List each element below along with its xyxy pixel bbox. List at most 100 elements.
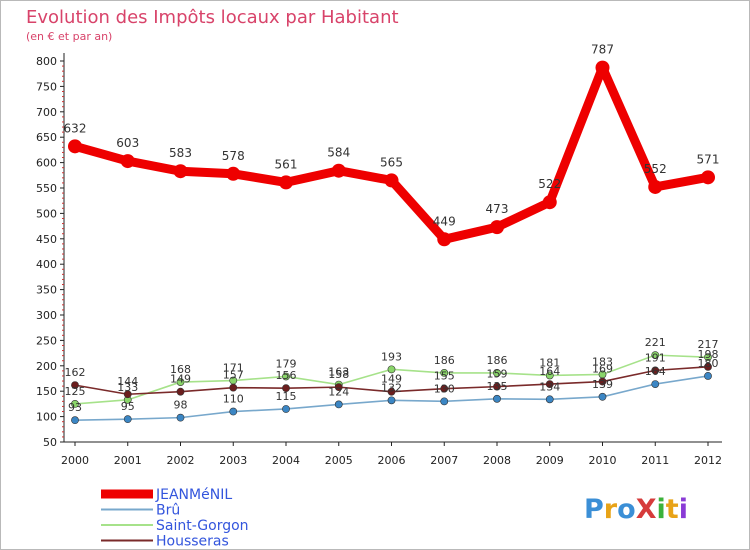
y-tick-label: 350 bbox=[36, 284, 57, 297]
data-label: 169 bbox=[592, 363, 613, 376]
data-label: 139 bbox=[592, 378, 613, 391]
data-label: 632 bbox=[64, 121, 87, 135]
data-point bbox=[545, 395, 554, 404]
y-tick-label: 300 bbox=[36, 309, 57, 322]
data-point bbox=[440, 397, 449, 406]
data-point bbox=[176, 387, 185, 396]
logo-letter: P bbox=[584, 494, 604, 525]
data-point bbox=[493, 394, 501, 403]
data-point bbox=[282, 384, 290, 393]
x-tick-label: 2007 bbox=[430, 454, 458, 467]
x-tick-label: 2000 bbox=[61, 454, 89, 467]
data-point bbox=[334, 400, 343, 409]
data-label: 133 bbox=[117, 381, 138, 394]
data-label: 180 bbox=[698, 357, 719, 370]
y-tick-label: 450 bbox=[36, 233, 57, 246]
data-label: 217 bbox=[698, 338, 719, 351]
data-label: 155 bbox=[434, 370, 455, 383]
data-label: 163 bbox=[328, 366, 349, 379]
data-label: 159 bbox=[487, 368, 508, 381]
data-label: 584 bbox=[327, 146, 350, 160]
logo-letter: o bbox=[617, 494, 636, 525]
data-point bbox=[68, 139, 82, 154]
x-tick-label: 2009 bbox=[536, 454, 564, 467]
data-label: 183 bbox=[592, 355, 613, 368]
data-point bbox=[493, 369, 501, 377]
axes-layer: 50 100 150 200 250 300 350 400 450 500 550 600 650 70… bbox=[36, 53, 722, 467]
data-label: 186 bbox=[434, 354, 455, 367]
data-point bbox=[120, 154, 135, 169]
data-point bbox=[173, 164, 188, 179]
data-label: 565 bbox=[380, 155, 403, 169]
y-tick-label: 600 bbox=[36, 157, 57, 170]
data-label: 787 bbox=[591, 43, 614, 57]
data-label: 583 bbox=[169, 146, 192, 160]
data-label: 130 bbox=[434, 382, 455, 395]
data-label: 168 bbox=[170, 363, 191, 376]
x-tick-label: 2011 bbox=[641, 454, 669, 467]
data-point bbox=[490, 220, 504, 235]
data-label: 98 bbox=[174, 399, 188, 412]
y-tick-label: 200 bbox=[36, 360, 57, 373]
legend-label: Brû bbox=[156, 503, 180, 519]
data-point bbox=[440, 384, 449, 393]
data-label: 191 bbox=[645, 351, 666, 364]
data-point bbox=[648, 179, 663, 194]
data-label: 162 bbox=[65, 366, 86, 379]
y-tick-label: 650 bbox=[36, 131, 57, 144]
y-tick-label: 700 bbox=[36, 106, 57, 119]
data-label: 221 bbox=[645, 336, 666, 349]
data-label: 164 bbox=[539, 365, 560, 378]
data-point bbox=[71, 381, 79, 390]
data-label: 158 bbox=[328, 368, 349, 381]
x-tick-label: 2002 bbox=[167, 454, 195, 467]
x-tick-label: 2006 bbox=[378, 454, 406, 467]
data-label: 164 bbox=[645, 365, 666, 378]
legend-label: JEANMéNIL bbox=[155, 487, 232, 503]
y-tick-label: 400 bbox=[36, 258, 57, 271]
data-label: 603 bbox=[116, 136, 139, 150]
data-label: 193 bbox=[381, 350, 402, 363]
data-label: 186 bbox=[487, 354, 508, 367]
data-point bbox=[704, 372, 712, 380]
data-point bbox=[71, 399, 79, 408]
x-tick-label: 2001 bbox=[114, 454, 142, 467]
data-label: 125 bbox=[65, 385, 86, 398]
logo-letter: r bbox=[604, 494, 618, 525]
proxiti-logo: ProXiti bbox=[584, 494, 688, 525]
data-label: 110 bbox=[223, 393, 244, 406]
logo-letter: i bbox=[657, 494, 666, 525]
x-tick-label: 2010 bbox=[589, 454, 617, 467]
data-label: 522 bbox=[538, 177, 561, 191]
data-point bbox=[123, 390, 132, 399]
data-label: 157 bbox=[223, 369, 244, 382]
data-point bbox=[598, 377, 607, 386]
data-label: 144 bbox=[117, 375, 138, 388]
data-label: 115 bbox=[276, 390, 297, 403]
chart-title: Evolution des Impôts locaux par Habitant bbox=[26, 7, 399, 28]
data-label: 473 bbox=[486, 202, 509, 216]
data-point bbox=[704, 353, 712, 362]
data-point bbox=[176, 378, 185, 386]
data-label: 181 bbox=[539, 356, 560, 369]
data-label: 449 bbox=[433, 214, 456, 228]
data-label: 578 bbox=[222, 149, 245, 163]
data-point bbox=[545, 380, 554, 388]
x-tick-label: 2012 bbox=[694, 454, 722, 467]
data-label: 571 bbox=[697, 152, 720, 166]
y-tick-label: 750 bbox=[36, 80, 57, 93]
y-tick-label: 500 bbox=[36, 207, 57, 220]
x-tick-label: 2003 bbox=[219, 454, 247, 467]
data-point bbox=[282, 372, 290, 381]
data-point bbox=[651, 351, 660, 360]
data-point bbox=[387, 365, 396, 374]
data-label: 124 bbox=[328, 385, 349, 398]
data-label: 93 bbox=[68, 401, 82, 414]
chart-subtitle: (en € et par an) bbox=[26, 30, 112, 43]
y-tick-label: 50 bbox=[43, 436, 57, 449]
legend-label: Saint-Gorgon bbox=[156, 518, 249, 534]
data-point bbox=[71, 416, 79, 425]
data-label: 132 bbox=[381, 381, 402, 394]
